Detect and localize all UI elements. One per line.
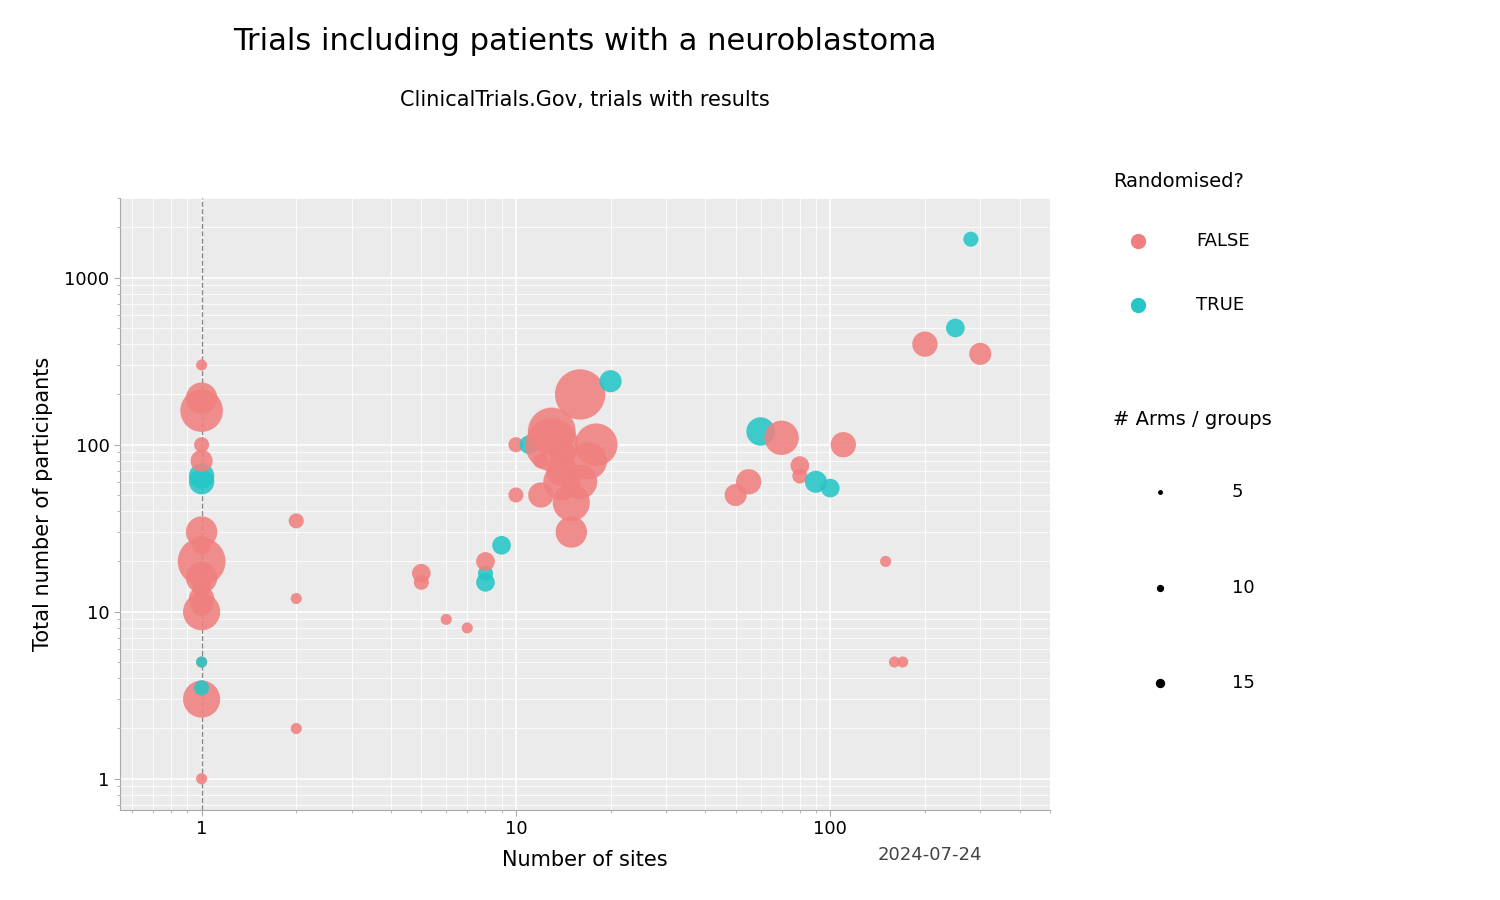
Point bbox=[831, 437, 855, 452]
Point bbox=[540, 424, 564, 438]
Point bbox=[560, 525, 584, 539]
Point bbox=[189, 554, 213, 569]
Point bbox=[560, 495, 584, 509]
Point bbox=[284, 721, 308, 735]
Text: FALSE: FALSE bbox=[1196, 232, 1249, 250]
Point bbox=[189, 655, 213, 670]
Point bbox=[189, 771, 213, 786]
Point bbox=[504, 437, 528, 452]
Point bbox=[189, 474, 213, 489]
Text: 15: 15 bbox=[1232, 674, 1254, 692]
Point bbox=[474, 575, 498, 590]
Point bbox=[788, 469, 812, 483]
Point bbox=[410, 566, 434, 580]
Point bbox=[530, 488, 554, 502]
Point bbox=[819, 481, 843, 495]
Point bbox=[914, 337, 938, 351]
Point bbox=[189, 525, 213, 539]
Point bbox=[736, 474, 760, 489]
Text: ClinicalTrials.Gov, trials with results: ClinicalTrials.Gov, trials with results bbox=[400, 90, 770, 110]
Point bbox=[189, 469, 213, 483]
Point bbox=[189, 571, 213, 585]
Point bbox=[882, 655, 906, 670]
Point bbox=[456, 621, 480, 635]
X-axis label: Number of sites: Number of sites bbox=[503, 850, 668, 869]
Point bbox=[788, 458, 812, 473]
Point bbox=[530, 454, 554, 468]
Point bbox=[804, 474, 828, 489]
Point bbox=[189, 538, 213, 553]
Point bbox=[284, 514, 308, 528]
Point bbox=[504, 488, 528, 502]
Point bbox=[284, 591, 308, 606]
Point bbox=[189, 437, 213, 452]
Point bbox=[550, 446, 574, 460]
Text: TRUE: TRUE bbox=[1196, 295, 1243, 313]
Point bbox=[189, 692, 213, 706]
Point bbox=[518, 437, 542, 452]
Point bbox=[748, 424, 772, 438]
Point bbox=[550, 474, 574, 489]
Point bbox=[189, 591, 213, 606]
Point bbox=[474, 566, 498, 580]
Point bbox=[410, 575, 434, 590]
Point bbox=[891, 655, 915, 670]
Point bbox=[189, 680, 213, 695]
Point bbox=[576, 454, 600, 468]
Point bbox=[584, 437, 608, 452]
Point bbox=[568, 474, 592, 489]
Point bbox=[489, 538, 513, 553]
Point bbox=[189, 454, 213, 468]
Point bbox=[189, 605, 213, 619]
Point bbox=[598, 374, 622, 389]
Point bbox=[944, 320, 968, 335]
Point bbox=[723, 488, 747, 502]
Point bbox=[958, 232, 982, 247]
Point bbox=[540, 437, 564, 452]
Text: Trials including patients with a neuroblastoma: Trials including patients with a neurobl… bbox=[234, 27, 936, 56]
Point bbox=[433, 612, 457, 626]
Point bbox=[568, 387, 592, 401]
Point bbox=[969, 346, 993, 361]
Point bbox=[474, 554, 498, 569]
Point bbox=[189, 391, 213, 405]
Text: 2024-07-24: 2024-07-24 bbox=[878, 846, 983, 864]
Text: 10: 10 bbox=[1232, 579, 1254, 597]
Point bbox=[189, 598, 213, 612]
Point bbox=[189, 580, 213, 595]
Text: 5: 5 bbox=[1232, 482, 1244, 500]
Point bbox=[770, 430, 794, 445]
Text: # Arms / groups: # Arms / groups bbox=[1113, 410, 1272, 428]
Text: Randomised?: Randomised? bbox=[1113, 172, 1244, 191]
Point bbox=[873, 554, 897, 569]
Point bbox=[189, 655, 213, 670]
Point bbox=[189, 358, 213, 373]
Point bbox=[189, 403, 213, 418]
Point bbox=[550, 464, 574, 478]
Point bbox=[189, 562, 213, 576]
Y-axis label: Total number of participants: Total number of participants bbox=[33, 357, 54, 651]
